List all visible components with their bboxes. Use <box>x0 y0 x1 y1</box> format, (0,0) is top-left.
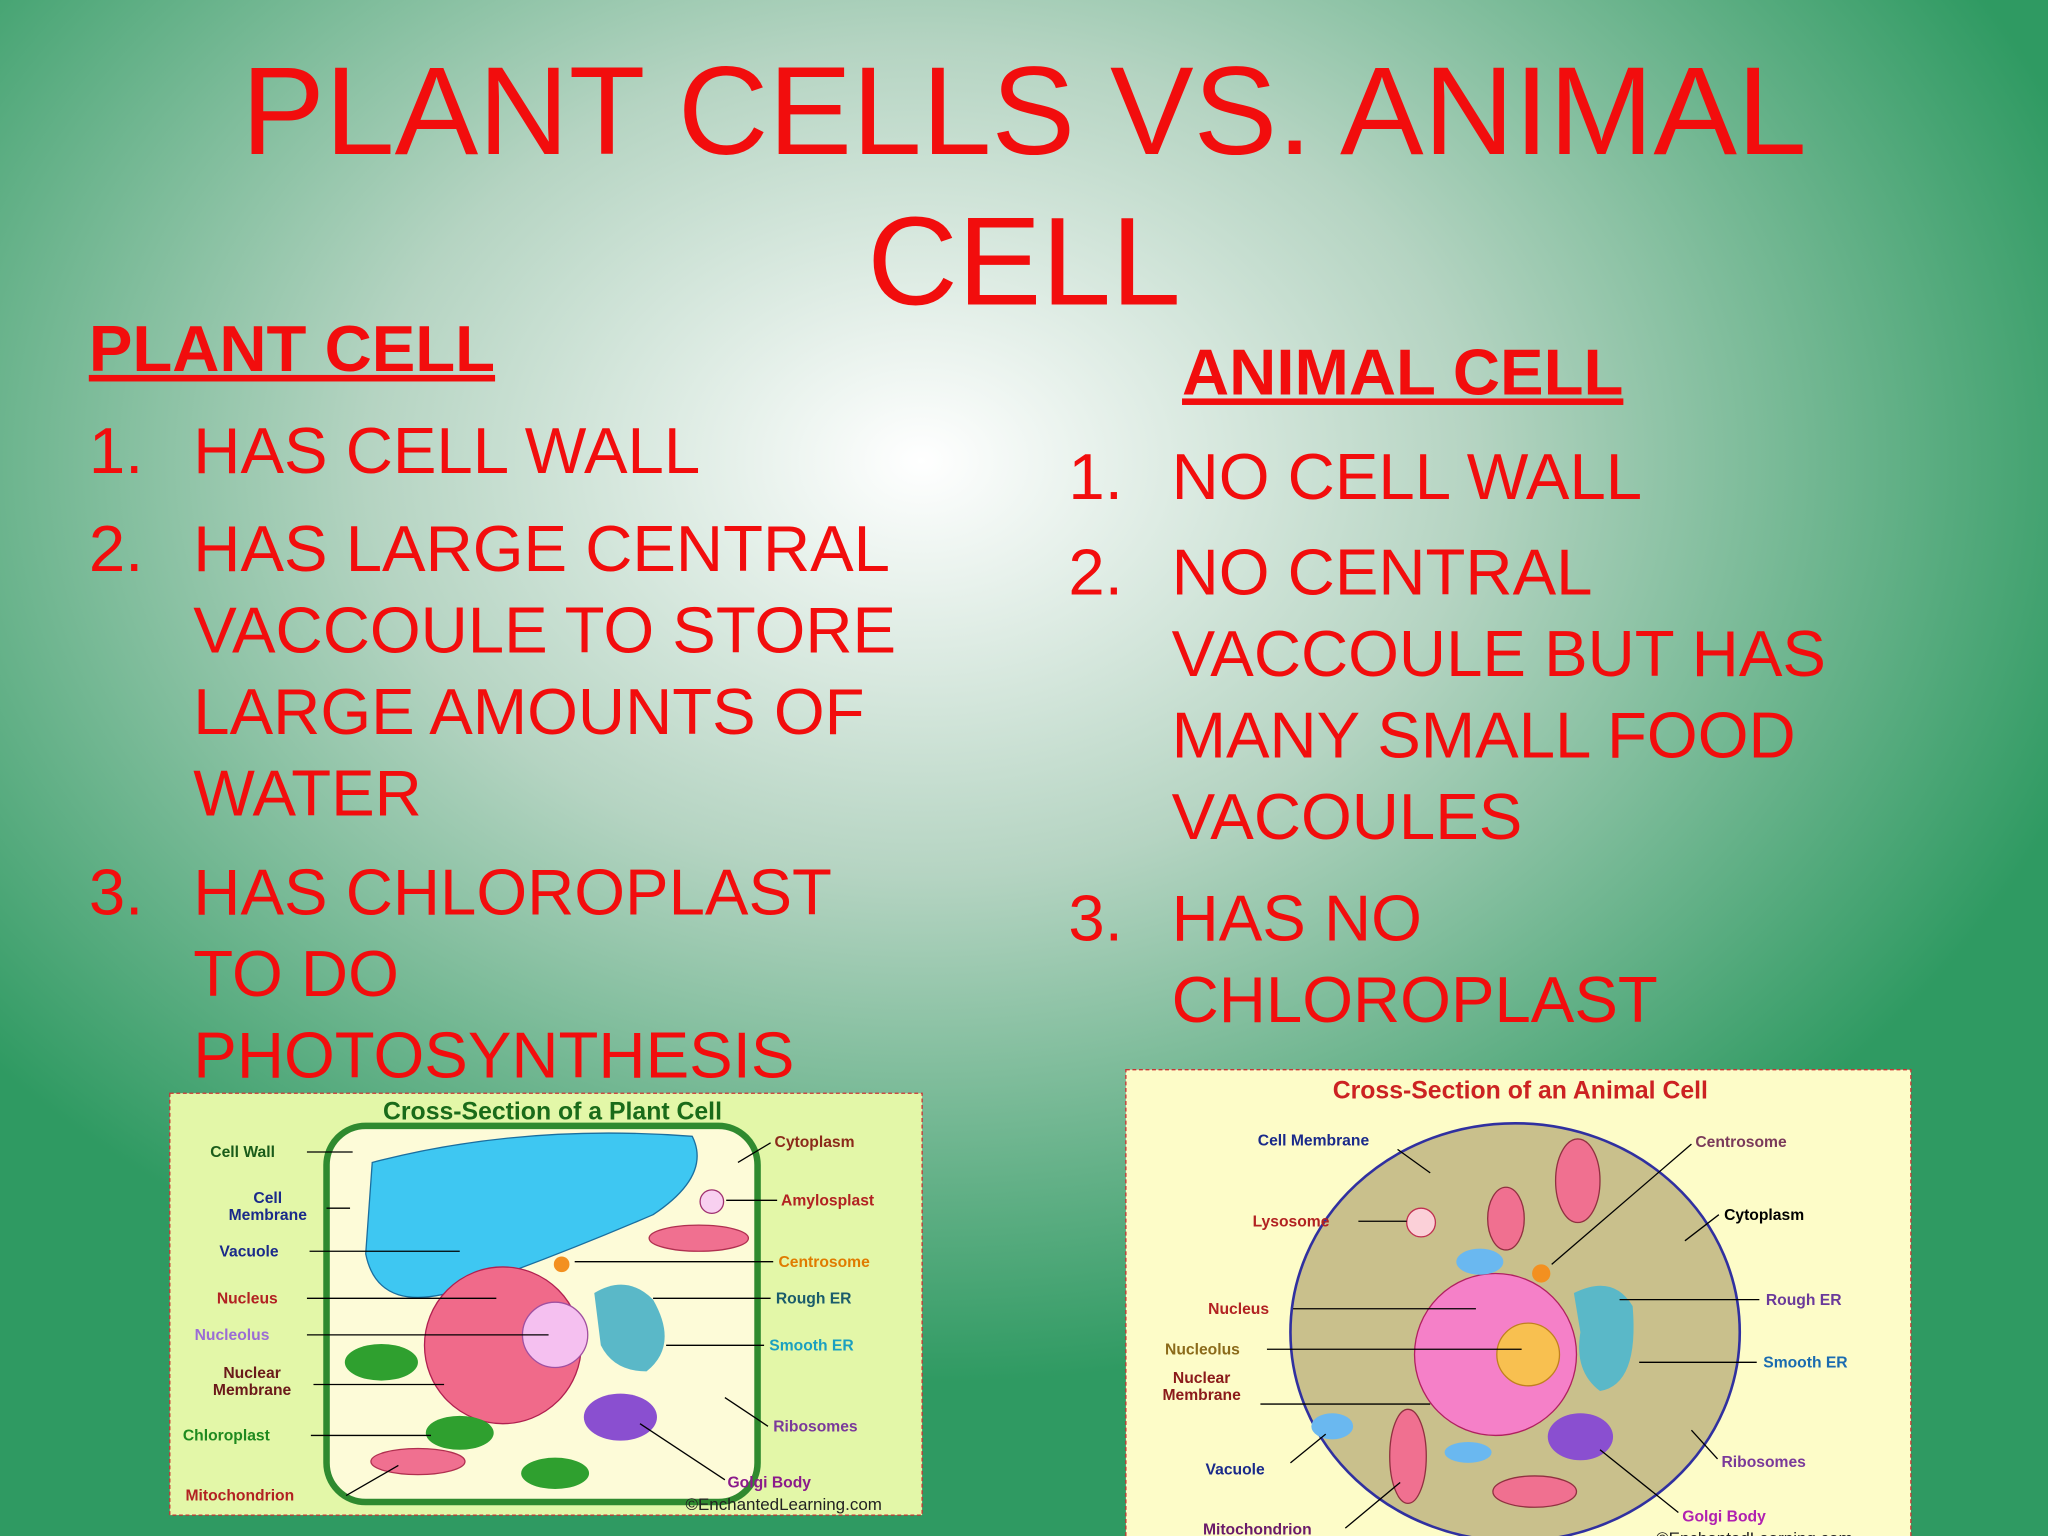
diagram-label: Rough ER <box>1766 1292 1842 1309</box>
diagram-credit: ©EnchantedLearning.com <box>1656 1529 1852 1536</box>
column-heading: ANIMAL CELL <box>1182 335 1623 408</box>
item-text: VACCOULE TO STORE <box>193 593 896 666</box>
diagram-label: Nucleolus <box>195 1327 270 1344</box>
diagram-label: Nucleus <box>1208 1301 1269 1318</box>
item-text: HAS CHLOROPLAST <box>193 855 832 928</box>
mitochondrion <box>1492 1475 1578 1508</box>
diagram-label: Nucleus <box>217 1291 278 1308</box>
diagram-label: Chloroplast <box>183 1428 271 1445</box>
item-number: 2. <box>1068 535 1122 608</box>
item-text: VACOULES <box>1172 780 1523 853</box>
diagram-label: Nuclear <box>1173 1370 1230 1387</box>
diagram-label: Mitochondrion <box>185 1488 294 1505</box>
item-text: MANY SMALL FOOD <box>1172 699 1796 772</box>
diagram-label: Centrosome <box>778 1254 870 1271</box>
diagram-labels: Cross-Section of a Plant Cell ©EnchantedL… <box>183 1077 1853 1536</box>
slide-title: CELL <box>867 190 1181 331</box>
label-arrow <box>737 1142 771 1164</box>
diagram-label: Cell Wall <box>210 1144 275 1161</box>
diagram-label: Membrane <box>229 1207 308 1224</box>
item-text: VACCOULE BUT HAS <box>1172 617 1826 690</box>
vacuole <box>1444 1441 1492 1463</box>
label-arrow <box>1397 1148 1431 1174</box>
diagram-label: Centrosome <box>1695 1134 1787 1151</box>
item-number: 2. <box>89 512 143 585</box>
item-text: NO CELL WALL <box>1172 440 1643 513</box>
nucleus <box>1413 1272 1578 1437</box>
diagram-label: Mitochondrion <box>1203 1522 1312 1536</box>
label-arrow <box>1684 1214 1720 1242</box>
golgi-body <box>1547 1413 1614 1461</box>
label-arrow <box>1551 1143 1692 1265</box>
diagram-title: Cross-Section of a Plant Cell <box>383 1098 722 1125</box>
animal-diagram <box>1125 1069 1912 1536</box>
slide-title: PLANT CELLS VS. ANIMAL <box>241 40 1807 181</box>
item-number: 1. <box>1068 440 1122 513</box>
diagram-label: Golgi Body <box>728 1475 812 1492</box>
diagram-label: Membrane <box>213 1382 292 1399</box>
diagram-label: Cytoplasm <box>1724 1207 1804 1224</box>
item-number: 3. <box>89 855 143 928</box>
mitochondrion <box>648 1224 750 1252</box>
chloroplast <box>425 1415 494 1450</box>
item-text: HAS CELL WALL <box>193 414 700 487</box>
centrosome <box>1532 1264 1551 1283</box>
item-text: HAS NO <box>1172 881 1422 954</box>
diagram-label: Nuclear <box>223 1365 280 1382</box>
label-arrow <box>724 1397 769 1427</box>
label-arrow <box>1690 1429 1719 1460</box>
label-arrow <box>1599 1449 1679 1513</box>
mitochondrion <box>1389 1408 1427 1504</box>
er <box>1573 1285 1634 1392</box>
diagram-title: Cross-Section of an Animal Cell <box>1333 1077 1708 1104</box>
er <box>594 1284 665 1372</box>
item-number: 1. <box>89 414 143 487</box>
chloroplast <box>344 1344 418 1381</box>
item-text: WATER <box>193 757 422 830</box>
vacuole <box>1456 1248 1504 1275</box>
golgi-body <box>583 1393 657 1441</box>
label-arrow <box>1290 1433 1327 1464</box>
item-text: LARGE AMOUNTS OF <box>193 675 864 748</box>
item-text: NO CENTRAL <box>1172 535 1593 608</box>
label-arrow <box>1344 1481 1401 1529</box>
diagram-label: Ribosomes <box>1721 1454 1806 1471</box>
chloroplast <box>521 1457 590 1489</box>
diagram-label: Smooth ER <box>1763 1355 1847 1372</box>
label-arrow <box>345 1464 399 1497</box>
diagram-label: Vacuole <box>1206 1462 1265 1479</box>
item-text: CHLOROPLAST <box>1172 963 1658 1036</box>
centrosome <box>553 1256 570 1273</box>
mitochondrion <box>370 1447 466 1476</box>
diagram-label: Cell Membrane <box>1258 1132 1370 1149</box>
item-text: HAS LARGE CENTRAL <box>193 512 890 585</box>
diagram-label: Vacuole <box>219 1243 278 1260</box>
diagram-label: Amylosplast <box>781 1193 875 1210</box>
label-arrow <box>639 1423 726 1481</box>
diagram-label: Ribosomes <box>773 1419 858 1436</box>
diagram-label: Lysosome <box>1253 1213 1330 1230</box>
vacuole <box>1311 1413 1354 1440</box>
diagram-credit: ©EnchantedLearning.com <box>685 1495 881 1514</box>
diagram-label: Golgi Body <box>1682 1509 1766 1526</box>
item-text: PHOTOSYNTHESIS <box>193 1019 794 1092</box>
diagram-label: Rough ER <box>776 1291 852 1308</box>
item-number: 3. <box>1068 881 1122 954</box>
mitochondrion <box>1554 1138 1601 1224</box>
diagram-label: Membrane <box>1162 1387 1241 1404</box>
vacuole <box>365 1132 698 1299</box>
diagram-label: Smooth ER <box>769 1338 853 1355</box>
nucleolus <box>1496 1322 1561 1387</box>
diagram-label: Cytoplasm <box>775 1134 855 1151</box>
column-heading: PLANT CELL <box>89 312 495 385</box>
diagram-label: Cell <box>253 1190 282 1207</box>
amylosplast <box>699 1189 725 1215</box>
mitochondrion <box>1487 1186 1525 1251</box>
plant-diagram <box>169 1092 923 1516</box>
lysosome <box>1406 1207 1437 1238</box>
item-text: TO DO <box>193 937 399 1010</box>
diagram-label: Nucleolus <box>1165 1341 1240 1358</box>
